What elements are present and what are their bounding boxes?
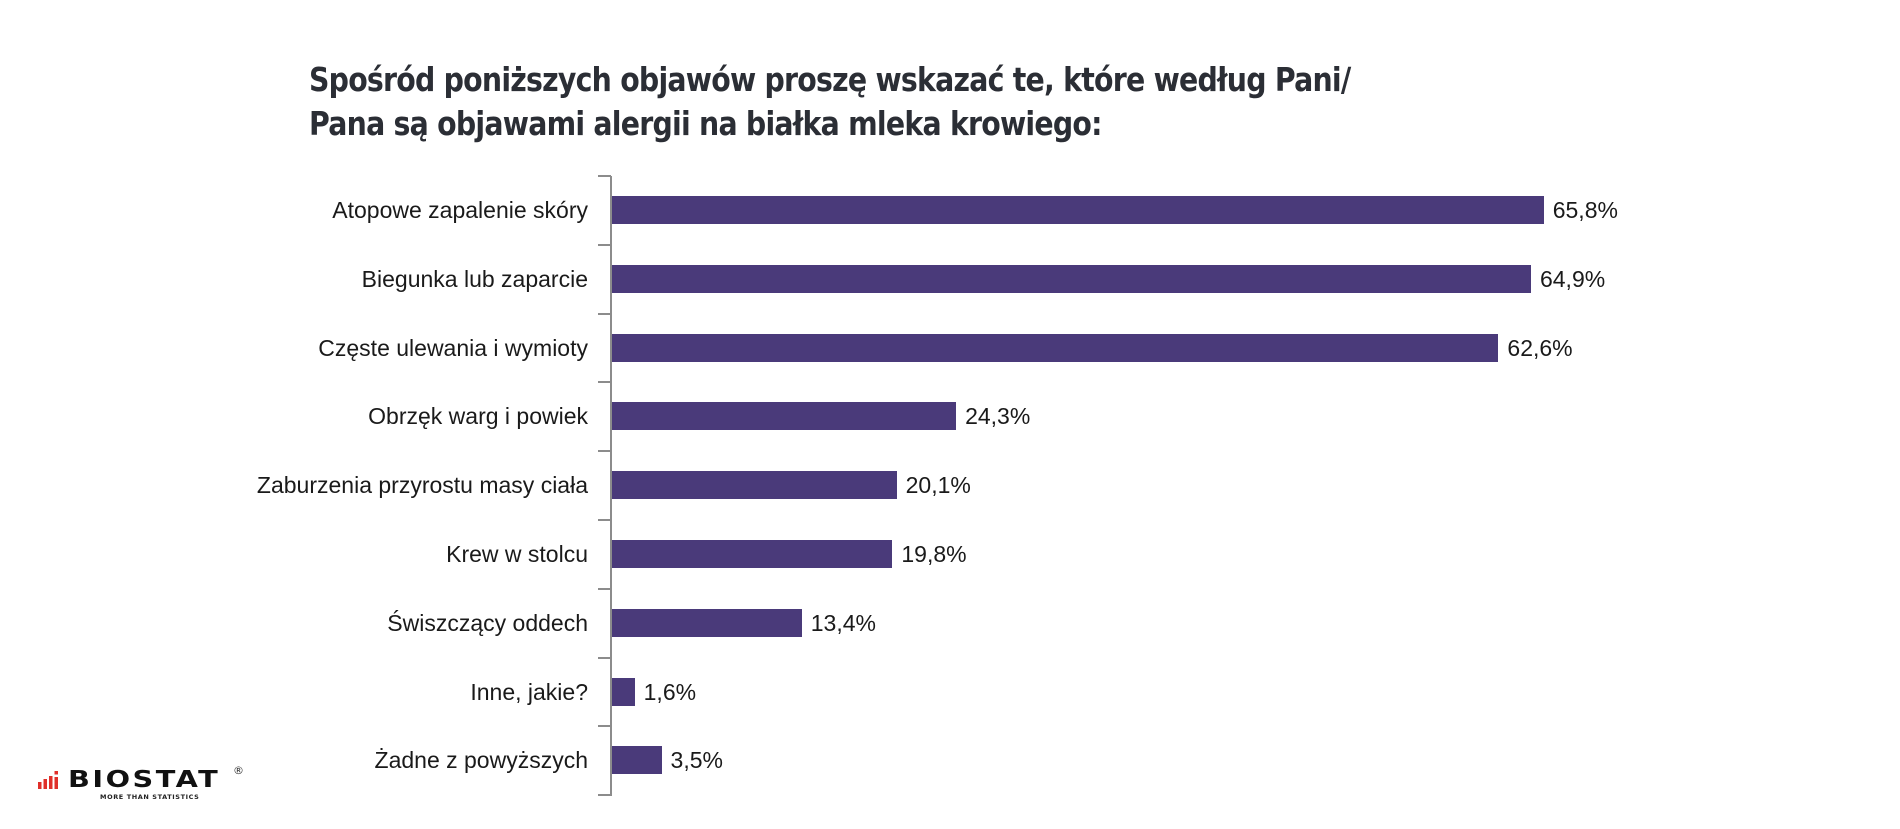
bar-row: Świszczący oddech 13,4%	[0, 589, 1900, 658]
value-label: 65,8%	[1552, 197, 1618, 223]
bar-row: Zaburzenia przyrostu masy ciała 20,1%	[0, 451, 1900, 520]
value-label: 19,8%	[901, 541, 967, 567]
logo-tagline: MORE THAN STATISTICS	[100, 793, 200, 801]
axis-tick	[598, 381, 611, 384]
category-label: Inne, jakie?	[470, 678, 588, 705]
bar-row: Atopowe zapalenie skóry 65,8%	[0, 176, 1900, 245]
axis-tick	[598, 450, 611, 453]
category-label: Świszczący oddech	[387, 609, 588, 636]
bar	[612, 333, 1499, 362]
bar-row: Biegunka lub zaparcie 64,9%	[0, 245, 1900, 314]
value-label: 64,9%	[1539, 265, 1606, 292]
bar-chart-logo-icon	[38, 771, 58, 789]
bar-row: Żadne z powyższych 3,5%	[0, 726, 1900, 795]
bar	[612, 677, 635, 706]
bar-row: Krew w stolcu 19,8%	[0, 520, 1900, 589]
axis-tick	[598, 175, 611, 177]
category-label: Krew w stolcu	[446, 541, 588, 567]
bar	[612, 264, 1531, 293]
bar	[612, 540, 893, 568]
value-label: 1,6%	[643, 678, 697, 705]
axis-tick	[598, 794, 611, 797]
category-label: Biegunka lub zaparcie	[361, 265, 588, 292]
axis-tick	[598, 725, 611, 728]
bar	[612, 196, 1544, 224]
biostat-logo: BIOSTAT ® MORE THAN STATISTICS	[38, 764, 248, 804]
bar	[612, 746, 662, 775]
registered-mark: ®	[233, 764, 244, 777]
bar-row: Inne, jakie? 1,6%	[0, 658, 1900, 727]
bar	[612, 402, 957, 431]
axis-tick	[598, 243, 611, 246]
axis-tick	[598, 312, 611, 315]
value-label: 62,6%	[1507, 334, 1573, 361]
value-label: 13,4%	[810, 609, 876, 636]
chart-title-line-1: Spośród poniższych objawów proszę wskaza…	[309, 60, 1351, 99]
value-label: 3,5%	[670, 747, 723, 774]
category-label: Obrzęk warg i powiek	[368, 403, 588, 430]
category-axis	[610, 176, 612, 796]
chart-title-line-2: Pana są objawami alergii na białka mleka…	[309, 104, 1102, 143]
bar	[612, 608, 802, 637]
axis-tick	[598, 519, 611, 521]
category-label: Atopowe zapalenie skóry	[332, 197, 588, 223]
category-label: Żadne z powyższych	[374, 747, 588, 774]
bar-row: Częste ulewania i wymioty 62,6%	[0, 314, 1900, 383]
value-label: 24,3%	[965, 403, 1031, 430]
bar-row: Obrzęk warg i powiek 24,3%	[0, 382, 1900, 451]
category-label: Częste ulewania i wymioty	[318, 334, 588, 361]
chart-title: Spośród poniższych objawów proszę wskaza…	[309, 58, 1427, 146]
value-label: 20,1%	[905, 472, 971, 499]
category-label: Zaburzenia przyrostu masy ciała	[256, 472, 588, 499]
axis-tick	[598, 656, 611, 659]
axis-tick	[598, 587, 611, 590]
logo-wordmark: BIOSTAT	[68, 767, 221, 793]
bar	[612, 471, 897, 500]
